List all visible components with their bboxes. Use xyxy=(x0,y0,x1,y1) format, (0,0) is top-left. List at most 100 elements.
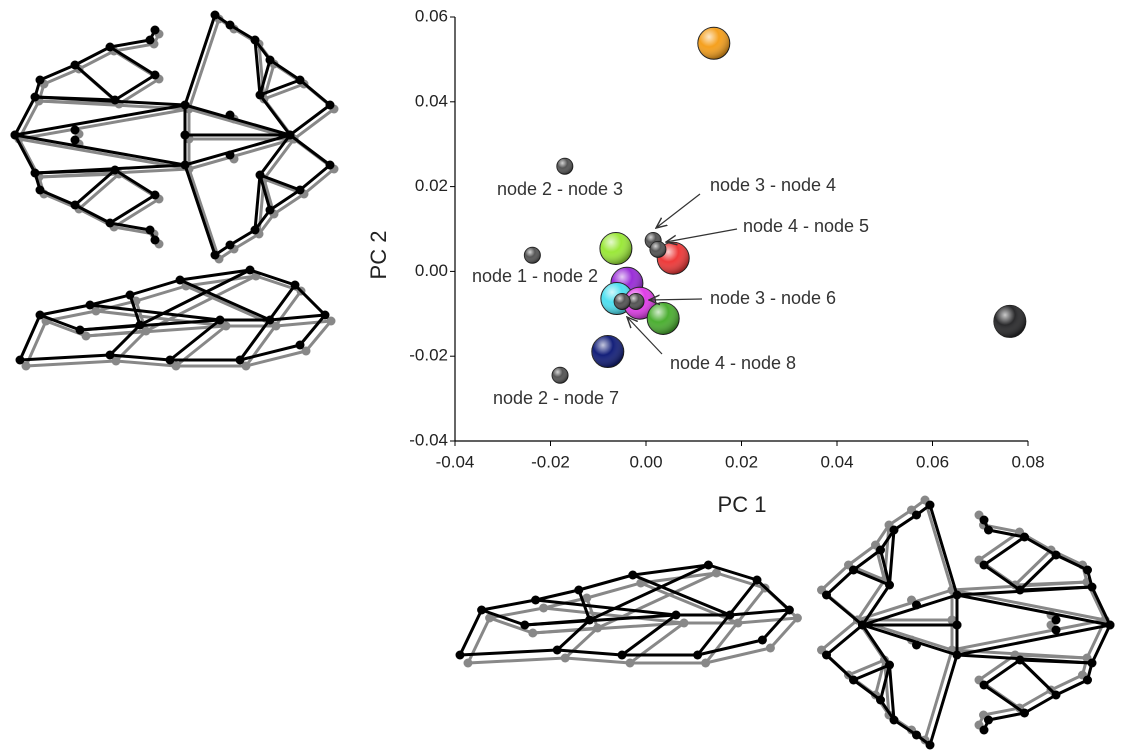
wire-edge xyxy=(270,60,300,80)
point-shine xyxy=(698,27,730,59)
wire-node xyxy=(1016,656,1025,665)
wire-node xyxy=(1088,583,1097,592)
wire-edge xyxy=(957,595,1110,625)
wire-edge xyxy=(1020,660,1092,663)
wire-node xyxy=(1106,621,1115,630)
wire-node xyxy=(574,586,583,595)
wire-node xyxy=(246,266,255,275)
x-tick-label: 0.04 xyxy=(820,452,853,471)
wire-node xyxy=(885,661,894,670)
wire-edge xyxy=(130,280,180,295)
wire-node xyxy=(251,36,260,45)
wire-node xyxy=(111,96,120,105)
wire-node xyxy=(464,659,473,668)
wire-node xyxy=(151,236,160,245)
wire-node xyxy=(980,726,989,735)
wire-edge xyxy=(20,355,110,360)
wire-edge xyxy=(35,97,115,100)
wire-node xyxy=(953,651,962,660)
wire-node xyxy=(86,301,95,310)
wire-node xyxy=(1020,533,1029,542)
wire-node xyxy=(926,741,935,750)
wire-edge xyxy=(110,47,155,75)
wire-edge xyxy=(290,105,330,135)
wire-node xyxy=(626,659,635,668)
wire-edge xyxy=(1015,550,1051,585)
point-label: node 3 - node 4 xyxy=(710,175,836,195)
wire-node xyxy=(822,651,831,660)
wire-edge xyxy=(827,655,854,680)
wire-edge xyxy=(276,321,331,326)
wire-node xyxy=(36,311,45,320)
wire-node xyxy=(286,131,295,140)
wire-node xyxy=(266,206,275,215)
wire-edge xyxy=(189,19,219,109)
wire-node xyxy=(126,291,135,300)
wire-node xyxy=(822,591,831,600)
wire-node xyxy=(266,316,275,325)
point-label: node 2 - node 3 xyxy=(497,179,623,199)
wire-edge xyxy=(185,165,215,255)
wire-edge xyxy=(136,286,186,301)
point-label: node 2 - node 7 xyxy=(493,388,619,408)
y-tick-label: 0.06 xyxy=(415,6,448,25)
point-label: node 4 - node 8 xyxy=(670,353,796,373)
wire-node xyxy=(793,614,802,623)
wire-edge xyxy=(468,618,490,663)
wire-node xyxy=(912,601,921,610)
wire-edge xyxy=(460,610,482,655)
wire-node xyxy=(885,581,894,590)
wire-node xyxy=(146,226,155,235)
wire-edge xyxy=(468,658,565,663)
wire-node xyxy=(912,511,921,520)
wire-edge xyxy=(290,135,330,165)
wire-node xyxy=(181,101,190,110)
page: PC 1 PC 2 -0.04-0.020.000.020.040.06-0.0… xyxy=(0,0,1121,751)
wire-node xyxy=(226,21,235,30)
wire-node xyxy=(266,56,275,65)
wire-edge xyxy=(110,195,155,223)
wire-node xyxy=(291,281,300,290)
wire-node xyxy=(628,571,637,580)
point-label: node 1 - node 2 xyxy=(472,266,598,286)
wire-node xyxy=(71,126,80,135)
wire-node xyxy=(456,651,465,660)
wire-node xyxy=(785,606,794,615)
wire-edge xyxy=(827,595,863,625)
wire-node xyxy=(849,676,858,685)
wire-node xyxy=(151,26,160,35)
wire-node xyxy=(1052,616,1061,625)
wire-node xyxy=(980,561,989,570)
wire-edge xyxy=(930,505,957,595)
wire-edge xyxy=(19,139,189,169)
wire-node xyxy=(984,716,993,725)
x-tick-label: 0.06 xyxy=(916,452,949,471)
wire-node xyxy=(912,731,921,740)
wire-node xyxy=(36,76,45,85)
leader-arrow xyxy=(649,299,702,300)
wire-edge xyxy=(930,655,957,745)
wire-node xyxy=(672,611,681,620)
wire-node xyxy=(146,36,155,45)
wire-node xyxy=(136,321,145,330)
wire-node xyxy=(980,516,989,525)
wire-node xyxy=(106,219,115,228)
chart: PC 1 PC 2 -0.04-0.020.000.020.040.06-0.0… xyxy=(0,0,1121,751)
wire-node xyxy=(211,251,220,260)
wire-node xyxy=(984,526,993,535)
wire-edge xyxy=(952,620,1105,650)
wire-node xyxy=(701,659,710,668)
wire-node xyxy=(181,131,190,140)
wire-edge xyxy=(762,610,789,640)
point-shine xyxy=(552,367,568,383)
wire-node xyxy=(680,619,689,628)
wire-node xyxy=(528,629,537,638)
wire-edge xyxy=(180,280,270,320)
wire-edge xyxy=(770,618,797,648)
x-tick-label: 0.08 xyxy=(1011,452,1044,471)
y-tick-label: -0.02 xyxy=(409,346,448,365)
wire-node xyxy=(876,546,885,555)
wire-edge xyxy=(300,315,325,345)
wire-edge xyxy=(294,109,334,139)
wire-node xyxy=(726,611,735,620)
